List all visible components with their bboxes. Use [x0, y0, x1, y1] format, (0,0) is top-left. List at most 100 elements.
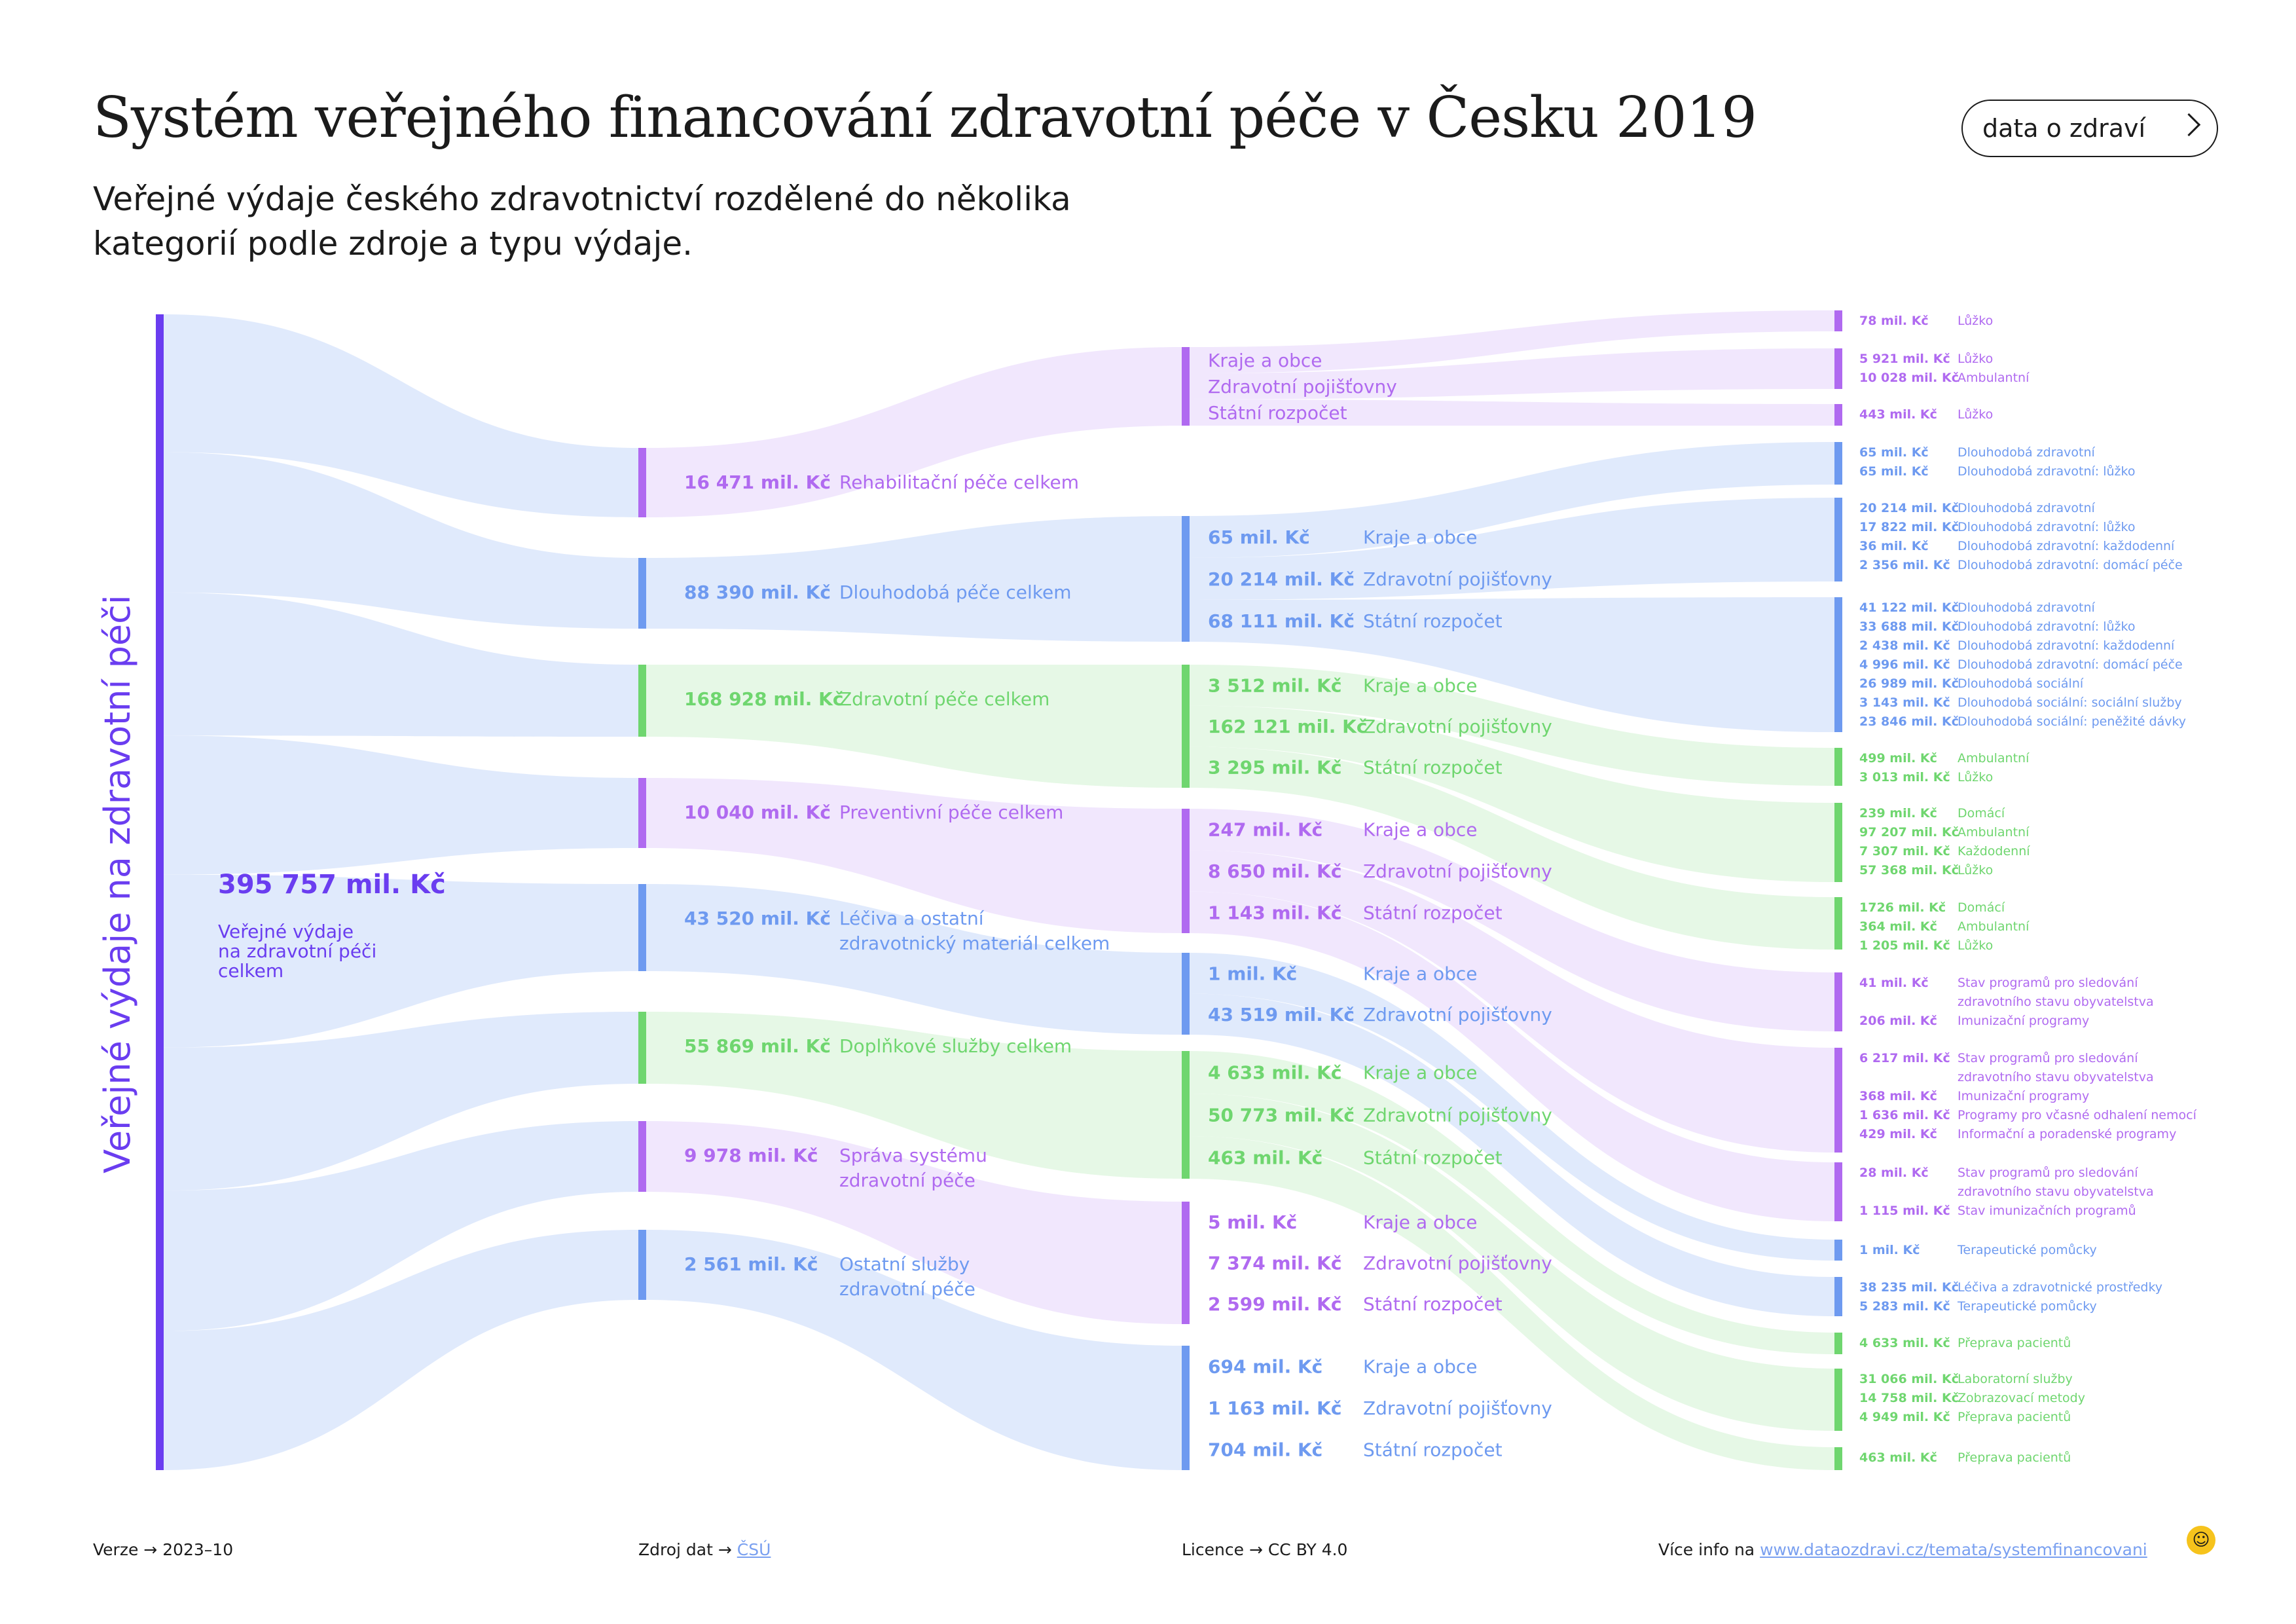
detail-label: Ambulantní [1958, 751, 2030, 766]
detail-bar [1834, 310, 1842, 331]
source-value: 1 143 mil. Kč [1208, 902, 1341, 923]
footer-version-value: 2023–10 [162, 1540, 234, 1559]
detail-value: 364 mil. Kč [1859, 919, 1937, 934]
flow-category-to-source [646, 778, 1182, 933]
detail-bar [1834, 1277, 1842, 1316]
source-label: Zdravotní pojišťovny [1363, 860, 1552, 882]
detail-value: 429 mil. Kč [1859, 1127, 1937, 1141]
flow-category-to-source [646, 884, 1182, 1035]
source-label: Zdravotní pojišťovny [1363, 716, 1552, 737]
flow-source-to-detail [1190, 809, 1834, 1031]
flow-root-to-category [164, 592, 638, 737]
flow-category-to-source [646, 1012, 1182, 1179]
flow-source-to-detail [1190, 442, 1834, 558]
arrow-right-icon: → [718, 1540, 737, 1559]
detail-label: Terapeutické pomůcky [1957, 1243, 2097, 1257]
detail-value: 31 066 mil. Kč [1859, 1372, 1959, 1386]
detail-bar [1834, 803, 1842, 882]
flow-root-to-category [164, 1121, 638, 1331]
detail-label: Stav programů pro sledování [1958, 1166, 2138, 1180]
footer-source-label: Zdroj dat [638, 1540, 713, 1559]
source-label: Kraje a obce [1363, 819, 1478, 841]
category-bar [638, 778, 646, 848]
source-value: 247 mil. Kč [1208, 819, 1322, 841]
detail-label: Dlouhodobá sociální: sociální služby [1958, 695, 2182, 710]
detail-value: 78 mil. Kč [1859, 314, 1929, 328]
category-label: Zdravotní péče celkem [839, 688, 1049, 710]
detail-value: 10 028 mil. Kč [1859, 371, 1959, 385]
data-o-zdravi-button[interactable]: data o zdraví [1961, 100, 2218, 157]
detail-bar [1834, 1333, 1842, 1354]
source-label: Kraje a obce [1208, 350, 1322, 371]
source-label: Kraje a obce [1363, 1211, 1478, 1233]
flow-root-to-category [164, 1230, 638, 1470]
flow-root-to-category [164, 314, 638, 517]
category-label-line: Léčiva a ostatní [839, 908, 985, 929]
source-label: Zdravotní pojišťovny [1208, 376, 1397, 397]
detail-value: 4 949 mil. Kč [1859, 1410, 1950, 1424]
category-bar [638, 1012, 646, 1084]
category-bar [638, 558, 646, 629]
category-value: 43 520 mil. Kč [684, 908, 831, 929]
flow-source-to-detail [1190, 1094, 1834, 1431]
detail-label: Terapeutické pomůcky [1957, 1299, 2097, 1314]
detail-label: Stav imunizačních programů [1958, 1204, 2136, 1218]
source-label: Kraje a obce [1363, 1356, 1478, 1378]
source-bar [1182, 953, 1190, 1035]
detail-value: 41 122 mil. Kč [1859, 600, 1959, 615]
category-value: 55 869 mil. Kč [684, 1035, 831, 1057]
flow-category-to-source [646, 1230, 1182, 1470]
detail-value: 443 mil. Kč [1859, 407, 1937, 422]
detail-label: Stav programů pro sledování [1958, 976, 2138, 990]
source-bar [1182, 665, 1190, 788]
detail-bar [1834, 348, 1842, 389]
detail-bar [1834, 748, 1842, 786]
detail-label: Domácí [1958, 900, 2005, 915]
detail-value: 3 013 mil. Kč [1859, 770, 1950, 784]
detail-label: zdravotního stavu obyvatelstva [1958, 995, 2154, 1009]
detail-value: 463 mil. Kč [1859, 1450, 1937, 1465]
detail-value: 20 214 mil. Kč [1859, 501, 1959, 515]
detail-label: Dlouhodobá sociální: peněžité dávky [1958, 714, 2186, 729]
footer-more-info: Více info na www.dataozdravi.cz/temata/s… [1658, 1540, 2147, 1559]
footer-more-link[interactable]: www.dataozdravi.cz/temata/systemfinancov… [1760, 1540, 2147, 1559]
detail-bar [1834, 1240, 1842, 1261]
source-value: 20 214 mil. Kč [1208, 568, 1355, 590]
detail-label: Přeprava pacientů [1958, 1450, 2071, 1465]
flow-category-to-source [646, 1121, 1182, 1324]
footer-source: Zdroj dat → ČSÚ [638, 1540, 771, 1559]
footer-source-link[interactable]: ČSÚ [737, 1540, 771, 1559]
source-label: Státní rozpočet [1363, 757, 1503, 779]
detail-value: 65 mil. Kč [1859, 464, 1929, 479]
detail-label: Ambulantní [1958, 371, 2030, 385]
detail-value: 499 mil. Kč [1859, 751, 1937, 766]
source-value: 5 mil. Kč [1208, 1211, 1297, 1233]
source-value: 463 mil. Kč [1208, 1147, 1322, 1169]
root-bar [156, 314, 164, 1470]
footer-version-label: Verze [93, 1540, 139, 1559]
flow-source-to-detail [1190, 747, 1834, 950]
source-value: 50 773 mil. Kč [1208, 1105, 1355, 1126]
category-label-line: Zdravotní péče celkem [839, 688, 1049, 710]
detail-value: 1726 mil. Kč [1859, 900, 1946, 915]
detail-value: 1 mil. Kč [1859, 1243, 1920, 1257]
footer-version: Verze → 2023–10 [93, 1540, 233, 1559]
category-label-line: Doplňkové služby celkem [839, 1035, 1072, 1057]
category-label-line: Ostatní služby [839, 1253, 970, 1275]
detail-label: Přeprava pacientů [1958, 1336, 2071, 1350]
detail-bar [1834, 1162, 1842, 1221]
detail-value: 57 368 mil. Kč [1859, 863, 1959, 877]
detail-label: Stav programů pro sledování [1958, 1051, 2138, 1065]
category-bar [638, 1230, 646, 1300]
detail-bar [1834, 597, 1842, 732]
footer-licence-value: CC BY 4.0 [1267, 1540, 1348, 1559]
detail-label: Ambulantní [1958, 919, 2030, 934]
source-label: Zdravotní pojišťovny [1363, 1397, 1552, 1419]
source-value: 1 mil. Kč [1208, 963, 1297, 984]
flow-source-to-detail [1190, 348, 1834, 399]
source-value: 694 mil. Kč [1208, 1356, 1322, 1378]
root-vertical-label: Veřejné výdaje na zdravotní péči [97, 595, 138, 1173]
source-label: Zdravotní pojišťovny [1363, 568, 1552, 590]
source-bar [1182, 1202, 1190, 1324]
detail-value: 36 mil. Kč [1859, 539, 1929, 553]
